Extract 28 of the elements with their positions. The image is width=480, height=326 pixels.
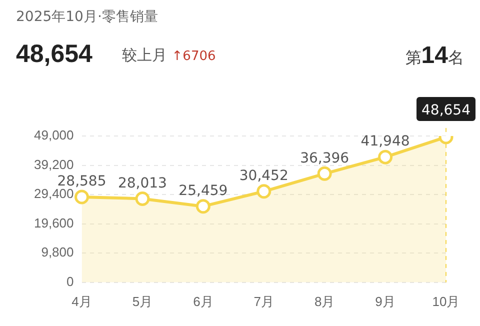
x-tick-label: 7月	[254, 294, 274, 309]
y-tick-label: 0	[66, 274, 74, 289]
point	[135, 191, 150, 206]
x-tick-label: 10月	[432, 294, 460, 309]
x-tick-label: 4月	[72, 294, 92, 309]
point	[317, 166, 332, 181]
data-label: 36,396	[300, 150, 350, 166]
chart-title: 2025年10月·零售销量	[16, 8, 158, 26]
point	[74, 190, 90, 204]
y-tick-label: 39,200	[34, 156, 74, 172]
x-tick-label: 9月	[375, 294, 396, 309]
point	[378, 150, 393, 164]
y-tick-label: 19,600	[34, 215, 74, 230]
data-label: 25,459	[178, 182, 228, 199]
x-tick-label: 5月	[132, 294, 153, 309]
x-tick-label: 8月	[314, 294, 335, 309]
data-label: 30,452	[239, 168, 288, 184]
y-tick-label: 49,000	[34, 128, 74, 143]
x-tick-label: 6月	[193, 294, 214, 309]
text: 较上月 ↑6706	[122, 46, 216, 65]
data-label: 28,013	[118, 175, 167, 192]
text: 48,654	[16, 40, 92, 69]
data-label: 41,948	[360, 134, 410, 150]
point	[256, 184, 272, 199]
text: 第14名	[405, 42, 464, 70]
data-label: 48,654	[422, 102, 471, 119]
point	[196, 199, 210, 214]
y-tick-label: 9,800	[41, 244, 74, 260]
